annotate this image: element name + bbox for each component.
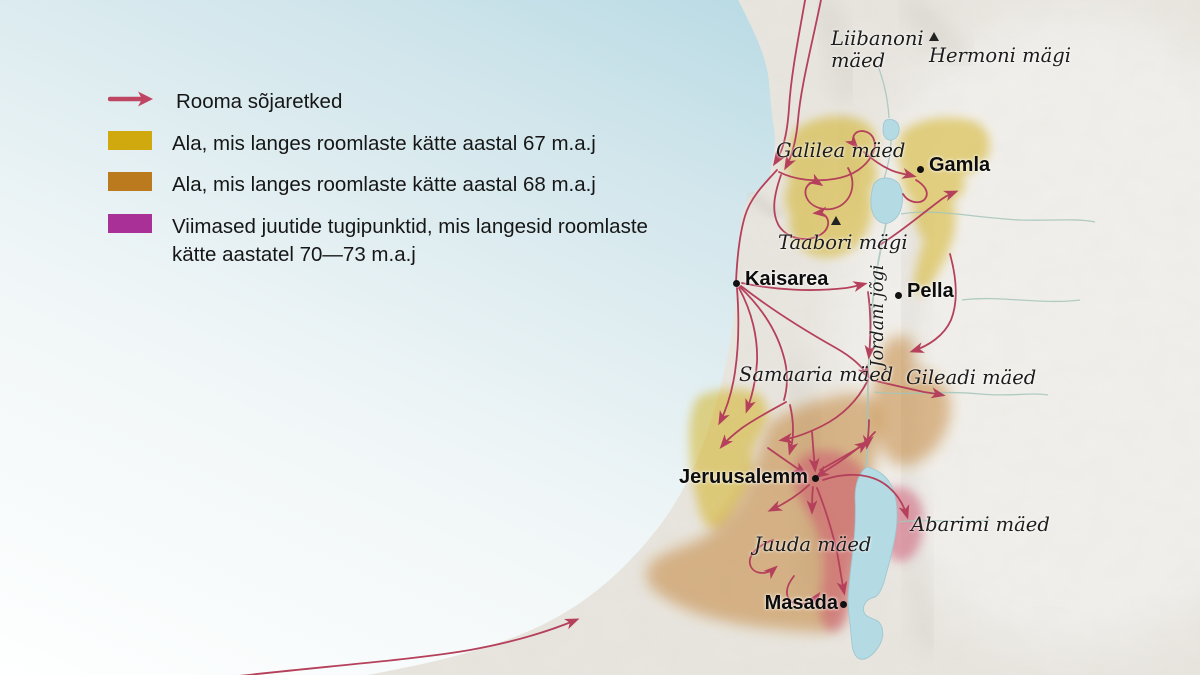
label-judea-mountains: Juuda mäed (754, 533, 872, 556)
legend-label: Ala, mis langes roomlaste kätte aastal 6… (172, 131, 596, 155)
label-samaria-mountains: Samaaria mäed (739, 363, 894, 386)
arnon-river (897, 519, 991, 523)
legend-row-strongholds: Viimased juutide tugipunktid, mis langes… (108, 213, 708, 268)
north-wadi (961, 297, 1081, 303)
label-mount-tabor: Taabori mägi (778, 231, 908, 254)
strongholds-swatch (108, 214, 152, 234)
legend-label: Ala, mis langes roomlaste kätte aastal 6… (172, 173, 596, 197)
gamla-dot (917, 166, 924, 173)
area-67-swatch (108, 130, 152, 150)
route-arrow-icon (107, 89, 156, 108)
kaisarea-dot (733, 280, 740, 287)
label-galilee-mountains: Galilea mäed (776, 139, 906, 162)
jabbok-river (873, 391, 1049, 396)
region-jerusalem-masada (793, 450, 872, 632)
legend-label: Rooma sõjaretked (176, 90, 343, 113)
label-jordan-river: Jordani jõgi (868, 264, 888, 368)
label-masada: Masada (764, 592, 838, 614)
legend-label: Viimased juutide tugipunktid, mis langes… (172, 215, 648, 266)
label-jerusalem: Jeruusalemm (679, 466, 808, 488)
region-perea-68 (874, 335, 951, 466)
label-pella: Pella (907, 280, 954, 302)
region-galilee-67 (785, 116, 878, 258)
pella-dot (895, 292, 902, 299)
label-lebanon-mountains: Liibanoni mäed (831, 27, 924, 72)
label-mount-hermon: Hermoni mägi (929, 44, 1071, 67)
label-gilead-mountains: Gileadi mäed (906, 366, 1037, 389)
legend-row-routes: Rooma sõjaretked (107, 88, 708, 116)
roman-campaign-routes (239, 0, 959, 675)
upper-jordan (883, 139, 892, 180)
label-abarim-mountains: Abarimi mäed (911, 513, 1050, 536)
area-68-swatch (108, 172, 152, 192)
legend: Rooma sõjaretked Ala, mis langes roomlas… (107, 88, 708, 282)
label-gamla: Gamla (929, 154, 991, 176)
hula-inflow (877, 65, 890, 119)
jerusalem-dot (812, 475, 819, 482)
lake-hula (882, 119, 900, 141)
mount-tabor-peak-icon (831, 216, 841, 225)
region-golan-67 (897, 117, 990, 295)
legend-row-67: Ala, mis langes roomlaste kätte aastal 6… (108, 130, 708, 158)
dead-sea (847, 466, 898, 660)
yarmouk-river (900, 211, 1096, 223)
legend-row-68: Ala, mis langes roomlaste kätte aastal 6… (108, 171, 708, 199)
lakes (847, 119, 903, 660)
masada-dot (840, 601, 847, 608)
label-kaisarea: Kaisarea (745, 268, 829, 290)
area-fallen-67 (689, 116, 990, 529)
sea-of-galilee (870, 177, 903, 224)
mount-hermon-peak-icon (929, 32, 939, 41)
